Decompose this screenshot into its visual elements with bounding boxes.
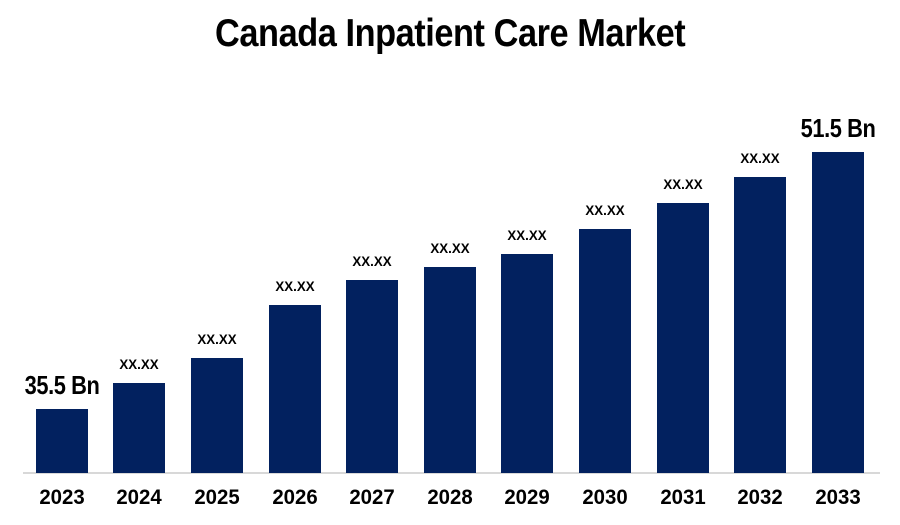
value-label-2032: XX.XX [740,150,780,166]
x-tick-label-2032: 2032 [737,486,783,509]
bar-2025 [190,358,243,473]
chart-title: Canada Inpatient Care Market [0,12,900,55]
x-tick-label-2026: 2026 [271,486,318,509]
x-axis-line [23,472,880,474]
bar-2028 [423,267,476,473]
x-tick-label-2027: 2027 [349,486,395,509]
x-tick-label-2024: 2024 [116,486,162,509]
x-tick-label-2023: 2023 [39,486,85,509]
bar-2029 [501,254,554,473]
bar-2026 [268,305,321,473]
bar-2030 [578,229,631,473]
x-tick-label-2028: 2028 [427,486,473,509]
chart-title-text: Canada Inpatient Care Market [214,12,686,55]
bar-2023 [35,409,88,473]
bar-2024 [113,383,166,473]
x-tick-label-2033: 2033 [815,486,861,509]
value-label-2023: 35.5 Bn [24,370,100,400]
bar-2033 [811,152,864,473]
value-label-2028: XX.XX [430,240,470,256]
x-tick-label-2029: 2029 [504,486,550,509]
x-tick-label-2031: 2031 [659,486,706,509]
x-tick-label-2030: 2030 [582,486,628,509]
bar-2027 [346,280,399,473]
value-label-2030: XX.XX [585,202,625,218]
value-label-2031: XX.XX [662,176,703,192]
value-label-2027: XX.XX [352,253,392,269]
value-label-2025: XX.XX [197,331,237,347]
value-label-2024: XX.XX [119,356,159,372]
value-label-2026: XX.XX [274,278,315,294]
bar-2032 [734,177,787,473]
bar-2031 [656,203,709,473]
x-tick-label-2025: 2025 [194,486,240,509]
value-label-2033: 51.5 Bn [800,113,876,143]
value-label-2029: XX.XX [507,227,547,243]
